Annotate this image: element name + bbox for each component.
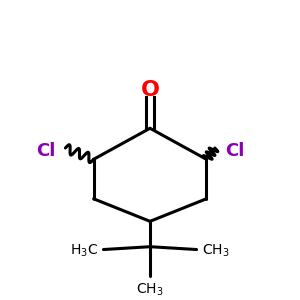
Text: Cl: Cl: [225, 142, 244, 160]
Text: CH$_3$: CH$_3$: [202, 243, 230, 259]
Text: CH$_3$: CH$_3$: [136, 282, 164, 298]
Text: Cl: Cl: [36, 142, 56, 160]
Text: O: O: [140, 80, 160, 100]
Text: H$_3$C: H$_3$C: [70, 243, 98, 259]
